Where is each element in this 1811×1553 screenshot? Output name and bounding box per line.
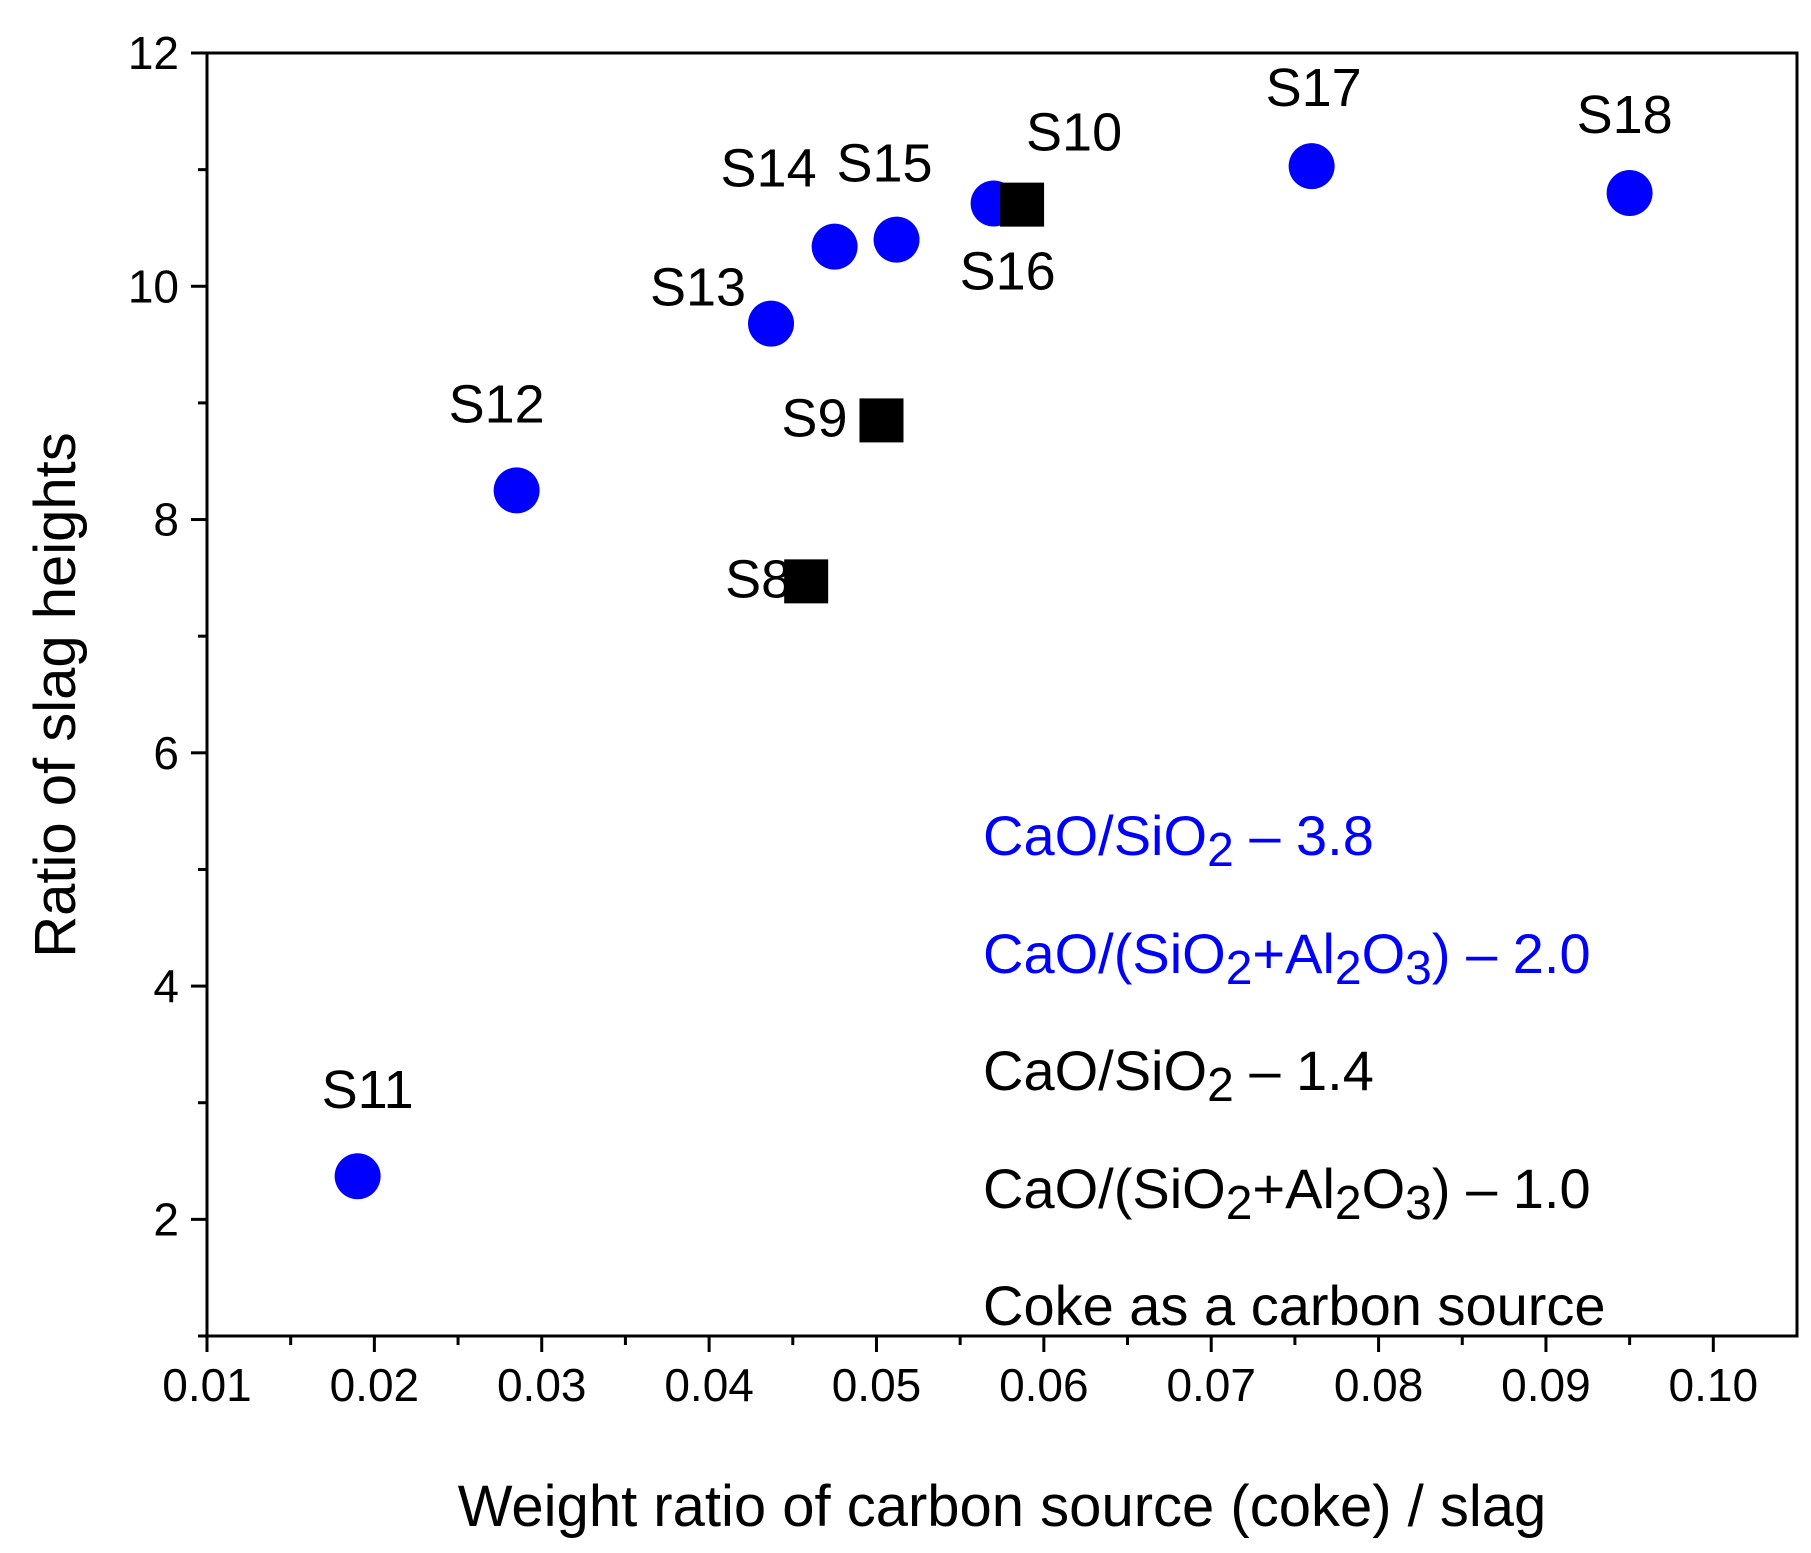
annotation-text: – 3.8: [1234, 804, 1374, 867]
point-label-s12: S12: [449, 374, 545, 434]
annotation-line: CaO/SiO2 – 1.4: [983, 1039, 1374, 1112]
x-tick-label: 0.01: [162, 1359, 252, 1411]
annotation-subscript: 2: [1226, 942, 1253, 995]
point-label-s18: S18: [1577, 85, 1673, 145]
annotation-text: +Al: [1252, 922, 1335, 985]
y-tick-label: 10: [128, 260, 179, 312]
x-tick-label: 0.10: [1669, 1359, 1759, 1411]
annotation-line: Coke as a carbon source: [983, 1274, 1606, 1337]
point-label-s11: S11: [322, 1060, 414, 1120]
point-label-s13: S13: [650, 258, 746, 318]
x-tick-label: 0.03: [497, 1359, 587, 1411]
annotation-subscript: 2: [1207, 824, 1234, 877]
point-marker-s12: [493, 467, 540, 514]
annotation-text: O: [1362, 922, 1406, 985]
annotation-text: O: [1362, 1157, 1406, 1220]
data-markers: [334, 143, 1653, 1200]
annotation-subscript: 3: [1405, 942, 1432, 995]
point-label-s17: S17: [1266, 58, 1362, 118]
point-label-s14: S14: [721, 139, 817, 199]
annotation-text: CaO/(SiO: [983, 922, 1226, 985]
annotation-subscript: 2: [1335, 942, 1362, 995]
annotation-text: CaO/SiO: [983, 1039, 1207, 1102]
annotation-line: CaO/(SiO2+Al2O3) – 1.0: [983, 1157, 1591, 1230]
annotation-text: +Al: [1252, 1157, 1335, 1220]
y-tick-label: 8: [153, 494, 179, 546]
y-tick-label: 12: [128, 27, 179, 79]
x-axis: 0.01 0.02 0.03 0.04 0.05 0.06 0.07 0.08 0.09 0.10: [162, 1336, 1758, 1411]
annotation-subscript: 2: [1335, 1177, 1362, 1230]
annotation-line: CaO/SiO2 – 3.8: [983, 804, 1374, 877]
x-tick-label: 0.02: [330, 1359, 420, 1411]
point-label-s16: S16: [960, 241, 1056, 301]
annotation-subscript: 3: [1405, 1177, 1432, 1230]
point-label-s15: S15: [837, 134, 933, 194]
point-marker-s9: [859, 398, 904, 443]
annotation-text: ) – 2.0: [1432, 922, 1591, 985]
y-tick-label: 4: [153, 960, 179, 1012]
point-marker-s17: [1288, 143, 1335, 190]
y-axis-label: Ratio of slag heights: [23, 432, 88, 958]
x-axis-label: Weight ratio of carbon source (coke) / s…: [458, 1474, 1547, 1539]
point-marker-s11: [334, 1153, 381, 1200]
x-tick-label: 0.04: [664, 1359, 754, 1411]
point-label-s9: S9: [781, 388, 847, 448]
y-tick-label: 2: [153, 1193, 179, 1245]
annotation-text: CaO/(SiO: [983, 1157, 1226, 1220]
annotation-text: CaO/SiO: [983, 804, 1207, 867]
annotation-subscript: 2: [1226, 1177, 1253, 1230]
point-marker-s10: [1000, 182, 1045, 227]
x-tick-label: 0.07: [1166, 1359, 1256, 1411]
point-marker-s18: [1606, 169, 1653, 216]
point-label-s8: S8: [725, 549, 791, 609]
point-marker-s14: [811, 223, 858, 270]
x-tick-label: 0.06: [999, 1359, 1089, 1411]
plot-frame: [205, 51, 1799, 1338]
annotation-text: – 1.4: [1234, 1039, 1374, 1102]
x-tick-label: 0.08: [1334, 1359, 1424, 1411]
annotation-text: Coke as a carbon source: [983, 1274, 1606, 1337]
annotation-text: ) – 1.0: [1432, 1157, 1591, 1220]
point-marker-s8: [784, 559, 829, 604]
annotation-subscript: 2: [1207, 1059, 1234, 1112]
point-labels: S11 S12 S13 S14 S15 S16 S17 S18 S8 S9 S10: [322, 58, 1673, 1120]
point-marker-s15: [873, 216, 920, 263]
x-tick-label: 0.09: [1501, 1359, 1591, 1411]
point-label-s10: S10: [1026, 103, 1122, 163]
y-tick-label: 6: [153, 727, 179, 779]
y-axis: 2 4 6 8 10 12: [128, 27, 207, 1338]
x-tick-label: 0.05: [832, 1359, 922, 1411]
annotation-line: CaO/(SiO2+Al2O3) – 2.0: [983, 922, 1591, 995]
point-marker-s13: [748, 300, 795, 347]
